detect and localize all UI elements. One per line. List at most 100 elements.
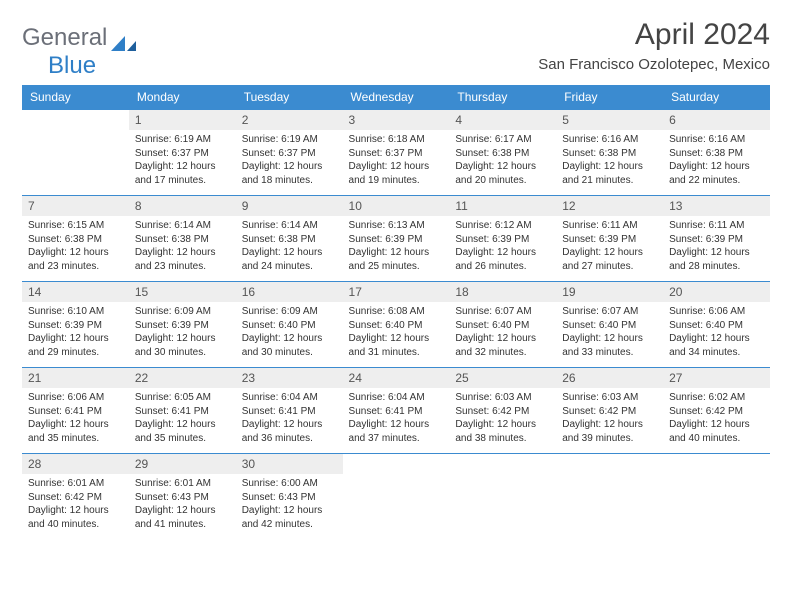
calendar-cell: 8Sunrise: 6:14 AMSunset: 6:38 PMDaylight…	[129, 196, 236, 282]
day-details: Sunrise: 6:16 AMSunset: 6:38 PMDaylight:…	[556, 130, 663, 187]
logo: General Blue	[22, 18, 137, 52]
day-number: 4	[449, 110, 556, 130]
calendar-cell: 1Sunrise: 6:19 AMSunset: 6:37 PMDaylight…	[129, 110, 236, 196]
day-number: 20	[663, 282, 770, 302]
day-number: 6	[663, 110, 770, 130]
day-number: 1	[129, 110, 236, 130]
logo-text-general: General	[22, 24, 107, 52]
calendar-cell: 2Sunrise: 6:19 AMSunset: 6:37 PMDaylight…	[236, 110, 343, 196]
day-details: Sunrise: 6:05 AMSunset: 6:41 PMDaylight:…	[129, 388, 236, 445]
day-number: 9	[236, 196, 343, 216]
day-header: Sunday	[22, 85, 129, 110]
day-details: Sunrise: 6:09 AMSunset: 6:40 PMDaylight:…	[236, 302, 343, 359]
day-details: Sunrise: 6:15 AMSunset: 6:38 PMDaylight:…	[22, 216, 129, 273]
calendar-cell: 16Sunrise: 6:09 AMSunset: 6:40 PMDayligh…	[236, 282, 343, 368]
day-details: Sunrise: 6:19 AMSunset: 6:37 PMDaylight:…	[129, 130, 236, 187]
calendar-cell: 11Sunrise: 6:12 AMSunset: 6:39 PMDayligh…	[449, 196, 556, 282]
calendar-cell: 13Sunrise: 6:11 AMSunset: 6:39 PMDayligh…	[663, 196, 770, 282]
day-details: Sunrise: 6:07 AMSunset: 6:40 PMDaylight:…	[449, 302, 556, 359]
day-details: Sunrise: 6:11 AMSunset: 6:39 PMDaylight:…	[556, 216, 663, 273]
day-number: 7	[22, 196, 129, 216]
day-header: Thursday	[449, 85, 556, 110]
calendar-cell: 14Sunrise: 6:10 AMSunset: 6:39 PMDayligh…	[22, 282, 129, 368]
calendar-cell: 20Sunrise: 6:06 AMSunset: 6:40 PMDayligh…	[663, 282, 770, 368]
day-number: 26	[556, 368, 663, 388]
day-number: 28	[22, 454, 129, 474]
day-details: Sunrise: 6:08 AMSunset: 6:40 PMDaylight:…	[343, 302, 450, 359]
calendar-cell: 29Sunrise: 6:01 AMSunset: 6:43 PMDayligh…	[129, 454, 236, 540]
calendar-cell: 12Sunrise: 6:11 AMSunset: 6:39 PMDayligh…	[556, 196, 663, 282]
day-header: Monday	[129, 85, 236, 110]
day-details: Sunrise: 6:16 AMSunset: 6:38 PMDaylight:…	[663, 130, 770, 187]
calendar-row: 1Sunrise: 6:19 AMSunset: 6:37 PMDaylight…	[22, 110, 770, 196]
day-details: Sunrise: 6:02 AMSunset: 6:42 PMDaylight:…	[663, 388, 770, 445]
day-details: Sunrise: 6:01 AMSunset: 6:43 PMDaylight:…	[129, 474, 236, 531]
day-number: 27	[663, 368, 770, 388]
day-number: 14	[22, 282, 129, 302]
page-title: April 2024	[538, 18, 770, 52]
calendar-cell: 27Sunrise: 6:02 AMSunset: 6:42 PMDayligh…	[663, 368, 770, 454]
day-details: Sunrise: 6:04 AMSunset: 6:41 PMDaylight:…	[343, 388, 450, 445]
calendar-cell: 22Sunrise: 6:05 AMSunset: 6:41 PMDayligh…	[129, 368, 236, 454]
calendar-row: 14Sunrise: 6:10 AMSunset: 6:39 PMDayligh…	[22, 282, 770, 368]
day-header: Wednesday	[343, 85, 450, 110]
calendar-cell: 26Sunrise: 6:03 AMSunset: 6:42 PMDayligh…	[556, 368, 663, 454]
title-block: April 2024 San Francisco Ozolotepec, Mex…	[538, 18, 770, 73]
day-number: 29	[129, 454, 236, 474]
day-details: Sunrise: 6:13 AMSunset: 6:39 PMDaylight:…	[343, 216, 450, 273]
calendar-cell: 24Sunrise: 6:04 AMSunset: 6:41 PMDayligh…	[343, 368, 450, 454]
calendar-body: 1Sunrise: 6:19 AMSunset: 6:37 PMDaylight…	[22, 110, 770, 540]
day-details: Sunrise: 6:14 AMSunset: 6:38 PMDaylight:…	[129, 216, 236, 273]
calendar-cell: 9Sunrise: 6:14 AMSunset: 6:38 PMDaylight…	[236, 196, 343, 282]
day-number: 5	[556, 110, 663, 130]
calendar-cell	[22, 110, 129, 196]
calendar-cell	[449, 454, 556, 540]
calendar-cell: 30Sunrise: 6:00 AMSunset: 6:43 PMDayligh…	[236, 454, 343, 540]
calendar-cell: 21Sunrise: 6:06 AMSunset: 6:41 PMDayligh…	[22, 368, 129, 454]
sail-icon	[111, 34, 137, 52]
day-number: 24	[343, 368, 450, 388]
calendar-row: 28Sunrise: 6:01 AMSunset: 6:42 PMDayligh…	[22, 454, 770, 540]
location: San Francisco Ozolotepec, Mexico	[538, 56, 770, 73]
day-number: 30	[236, 454, 343, 474]
day-details: Sunrise: 6:07 AMSunset: 6:40 PMDaylight:…	[556, 302, 663, 359]
day-details: Sunrise: 6:11 AMSunset: 6:39 PMDaylight:…	[663, 216, 770, 273]
day-number: 2	[236, 110, 343, 130]
day-header: Friday	[556, 85, 663, 110]
calendar-cell: 4Sunrise: 6:17 AMSunset: 6:38 PMDaylight…	[449, 110, 556, 196]
day-number: 21	[22, 368, 129, 388]
calendar-row: 21Sunrise: 6:06 AMSunset: 6:41 PMDayligh…	[22, 368, 770, 454]
calendar-cell: 6Sunrise: 6:16 AMSunset: 6:38 PMDaylight…	[663, 110, 770, 196]
calendar-cell: 25Sunrise: 6:03 AMSunset: 6:42 PMDayligh…	[449, 368, 556, 454]
day-number: 16	[236, 282, 343, 302]
header: General Blue April 2024 San Francisco Oz…	[22, 18, 770, 73]
calendar-cell: 17Sunrise: 6:08 AMSunset: 6:40 PMDayligh…	[343, 282, 450, 368]
calendar-cell: 18Sunrise: 6:07 AMSunset: 6:40 PMDayligh…	[449, 282, 556, 368]
calendar-cell: 23Sunrise: 6:04 AMSunset: 6:41 PMDayligh…	[236, 368, 343, 454]
day-number: 8	[129, 196, 236, 216]
day-number: 25	[449, 368, 556, 388]
day-number: 23	[236, 368, 343, 388]
day-header: Saturday	[663, 85, 770, 110]
day-number: 15	[129, 282, 236, 302]
calendar-cell: 5Sunrise: 6:16 AMSunset: 6:38 PMDaylight…	[556, 110, 663, 196]
calendar-cell	[663, 454, 770, 540]
day-details: Sunrise: 6:18 AMSunset: 6:37 PMDaylight:…	[343, 130, 450, 187]
calendar-cell: 15Sunrise: 6:09 AMSunset: 6:39 PMDayligh…	[129, 282, 236, 368]
day-number: 13	[663, 196, 770, 216]
day-number: 11	[449, 196, 556, 216]
day-number: 3	[343, 110, 450, 130]
day-details: Sunrise: 6:03 AMSunset: 6:42 PMDaylight:…	[449, 388, 556, 445]
day-number: 17	[343, 282, 450, 302]
day-details: Sunrise: 6:06 AMSunset: 6:41 PMDaylight:…	[22, 388, 129, 445]
day-header: Tuesday	[236, 85, 343, 110]
page: General Blue April 2024 San Francisco Oz…	[0, 0, 792, 558]
calendar-header-row: Sunday Monday Tuesday Wednesday Thursday…	[22, 85, 770, 110]
day-details: Sunrise: 6:06 AMSunset: 6:40 PMDaylight:…	[663, 302, 770, 359]
day-details: Sunrise: 6:03 AMSunset: 6:42 PMDaylight:…	[556, 388, 663, 445]
day-details: Sunrise: 6:09 AMSunset: 6:39 PMDaylight:…	[129, 302, 236, 359]
day-details: Sunrise: 6:19 AMSunset: 6:37 PMDaylight:…	[236, 130, 343, 187]
day-details: Sunrise: 6:14 AMSunset: 6:38 PMDaylight:…	[236, 216, 343, 273]
day-number: 19	[556, 282, 663, 302]
day-details: Sunrise: 6:12 AMSunset: 6:39 PMDaylight:…	[449, 216, 556, 273]
